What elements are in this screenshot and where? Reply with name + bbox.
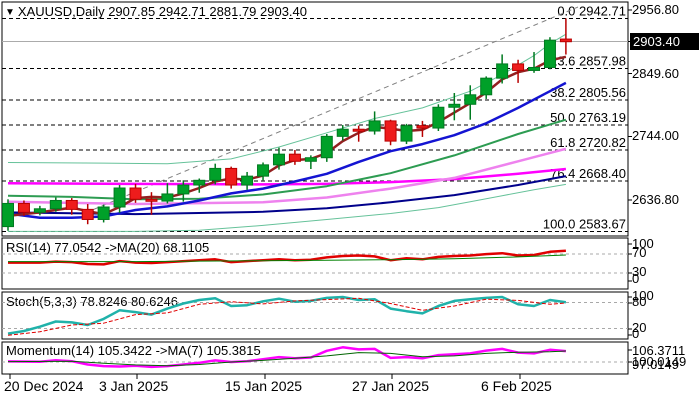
candle-body — [528, 66, 541, 71]
candle-body — [368, 120, 381, 132]
candle-body — [352, 128, 365, 132]
rsi-scale-label: 70 — [632, 245, 647, 260]
candle-body — [448, 103, 461, 108]
stoch-scale-label: 100 — [632, 288, 654, 303]
momentum-label: Momentum(14) 105.3422 ->MA(7) 105.3815 — [6, 343, 261, 358]
panel-frame — [1, 1, 629, 237]
candle-body — [496, 63, 509, 79]
date-label: 3 Jan 2025 — [99, 378, 169, 394]
candle-body — [17, 202, 30, 213]
candle-body — [272, 153, 285, 166]
price-tick-label: 2849.60 — [632, 66, 679, 81]
panel-frame — [1, 341, 629, 375]
candle-body — [416, 125, 429, 129]
momentum-scale-label: 97.0149 — [632, 357, 679, 372]
candle-body — [129, 187, 142, 200]
candle-body — [145, 198, 158, 202]
candle-body — [97, 206, 110, 220]
date-label: 6 Feb 2025 — [481, 378, 552, 394]
current-price-badge: 2903.40 — [630, 33, 699, 50]
candle-body — [113, 187, 126, 208]
momentum-ma — [7, 350, 566, 367]
ma-green — [7, 118, 567, 201]
rsi-scale-label: 0 — [632, 271, 640, 286]
candle-body — [384, 120, 397, 142]
trendline — [84, 6, 579, 214]
candle-body — [543, 39, 556, 68]
candle-body — [225, 167, 238, 186]
fib-label: 0.0 2942.71 — [557, 3, 626, 18]
fib-label: 61.8 2720.82 — [550, 135, 626, 150]
momentum-line — [7, 346, 567, 369]
candle-body — [209, 167, 222, 181]
stoch-scale-label: 80 — [632, 294, 647, 309]
fib-label: 50.0 2763.19 — [550, 110, 626, 125]
stoch-main — [7, 295, 567, 335]
candle-body — [464, 94, 477, 105]
momentum-scale-label: 106.3711 — [632, 343, 686, 358]
panel-frame — [1, 291, 629, 340]
candle-body — [2, 202, 14, 228]
candle-body — [177, 184, 190, 195]
ma-violet — [7, 147, 567, 206]
ma-navy — [7, 175, 567, 216]
price-tick-label: 2956.80 — [632, 2, 679, 17]
panel-frame — [1, 237, 629, 290]
envelope-upper — [7, 33, 567, 165]
chart-title: ▼ XAUUSD,Daily 2907.85 2942.71 2881.79 29… — [5, 5, 307, 20]
rsi-label: RSI(14) 77.0542 ->MA(20) 68.1105 — [6, 240, 210, 255]
candle-body — [161, 193, 174, 202]
candle-body — [288, 153, 301, 162]
candle-body — [33, 208, 46, 213]
price-tick-label: 2744.00 — [632, 128, 679, 143]
ma-darkred — [7, 55, 567, 218]
candle-body — [559, 38, 572, 43]
date-label: 27 Jan 2025 — [352, 378, 430, 394]
candle-body — [336, 128, 349, 137]
candle-body — [480, 77, 493, 96]
stoch-scale-label: 20 — [632, 320, 647, 335]
rsi-scale-label: 30 — [632, 264, 647, 279]
candle-body — [512, 63, 525, 71]
candle-body — [400, 125, 413, 142]
ma-magenta — [7, 167, 567, 186]
stoch-signal — [7, 297, 566, 336]
rsi-scale-label: 100 — [632, 236, 654, 251]
fib-label: 23.6 2857.98 — [550, 54, 626, 69]
candle-body — [193, 179, 206, 186]
stoch-scale-label: 0 — [632, 326, 640, 341]
candle-body — [432, 106, 445, 129]
date-label: 15 Jan 2025 — [225, 378, 303, 394]
fib-label: 100.0 2583.67 — [543, 217, 626, 232]
candle-body — [65, 199, 78, 210]
candle-body — [257, 164, 270, 177]
envelope-lower — [8, 183, 566, 232]
momentum-scale-label: 100.0149 — [632, 354, 687, 369]
candle-body — [241, 175, 254, 186]
candle-body — [320, 135, 333, 159]
stoch-label: Stoch(5,3,3) 78.8246 80.6246 — [6, 294, 179, 309]
candle-body — [49, 199, 62, 210]
date-label: 20 Dec 2024 — [4, 378, 84, 394]
fib-label: 76.4 2668.40 — [550, 166, 626, 181]
chart-title-text: XAUUSD,Daily 2907.85 2942.71 2881.79 290… — [17, 4, 308, 19]
candle-body — [304, 157, 317, 162]
rsi-ma — [8, 254, 566, 263]
symbol-dropdown-icon[interactable]: ▼ — [5, 7, 15, 18]
candle-body — [81, 208, 94, 220]
price-tick-label: 2636.80 — [632, 192, 679, 207]
fib-label: 38.2 2805.56 — [550, 85, 626, 100]
